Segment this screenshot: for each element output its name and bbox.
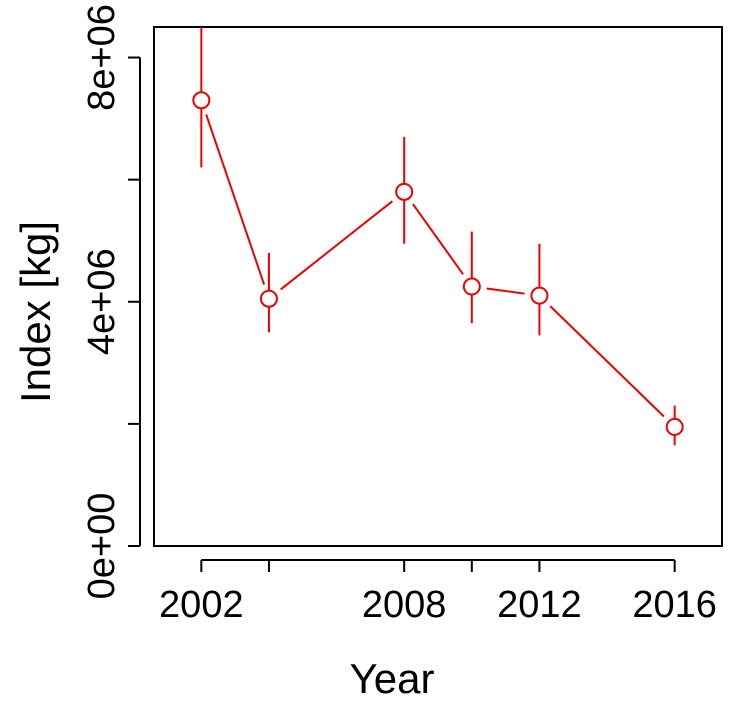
x-axis-title: Year: [350, 655, 435, 702]
data-point-marker: [259, 289, 278, 308]
series-segment: [486, 287, 525, 295]
series-segment: [205, 114, 266, 285]
series-segment: [280, 200, 394, 291]
y-tick-label: 8e+06: [81, 4, 123, 111]
x-axis: 2002 2008 2012 2016: [159, 559, 717, 626]
y-tick-label: 0e+00: [81, 493, 123, 600]
y-axis-title: Index [kg]: [12, 221, 59, 403]
series-layer: [192, 27, 684, 446]
series-segment: [412, 203, 464, 275]
plot-frame: [153, 26, 723, 547]
y-axis: 0e+00 4e+06 8e+06: [81, 4, 141, 600]
data-point-marker: [462, 277, 481, 296]
data-point-marker: [192, 91, 211, 110]
series-segment: [549, 305, 665, 418]
y-tick-label: 4e+06: [81, 248, 123, 355]
data-point-marker: [530, 286, 549, 305]
data-point-marker: [665, 417, 684, 436]
x-tick-label: 2008: [362, 584, 447, 626]
x-tick-label: 2016: [632, 584, 717, 626]
x-tick-label: 2012: [497, 584, 582, 626]
data-point-marker: [395, 182, 414, 201]
x-tick-label: 2002: [159, 584, 244, 626]
